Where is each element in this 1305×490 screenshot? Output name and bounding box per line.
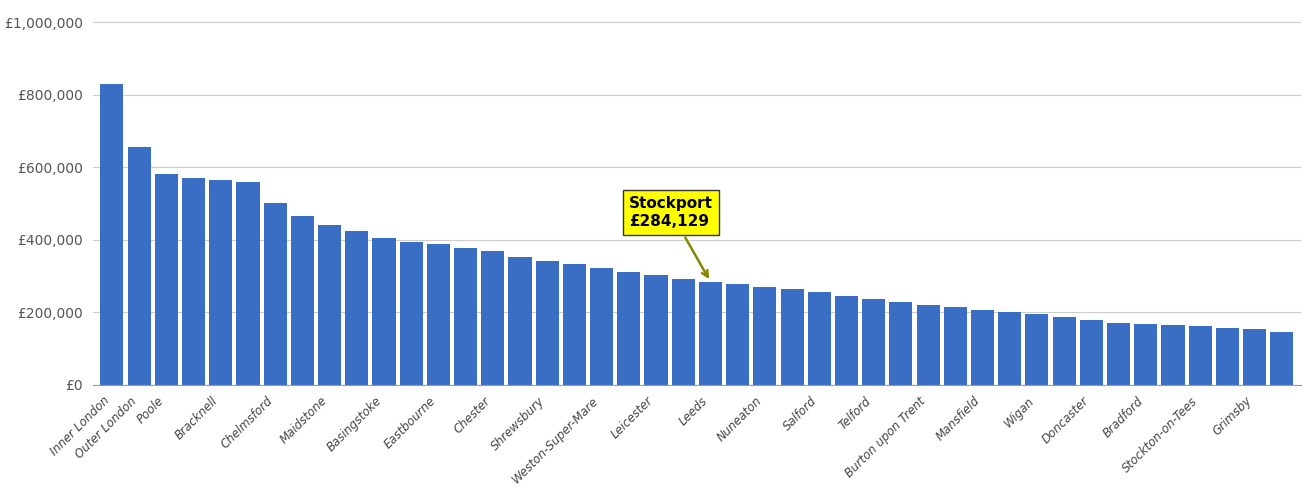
Bar — [971, 310, 994, 385]
Bar — [1161, 325, 1185, 385]
Bar — [100, 84, 124, 385]
Bar — [236, 182, 260, 385]
Bar — [1270, 332, 1293, 385]
Bar — [998, 312, 1022, 385]
Bar — [672, 279, 694, 385]
Bar — [699, 282, 722, 385]
Bar — [1079, 320, 1103, 385]
Bar — [835, 296, 859, 385]
Bar — [590, 268, 613, 385]
Bar — [318, 225, 341, 385]
Bar — [944, 307, 967, 385]
Bar — [454, 247, 478, 385]
Bar — [617, 271, 641, 385]
Bar — [753, 287, 776, 385]
Bar — [562, 264, 586, 385]
Bar — [427, 244, 450, 385]
Bar — [181, 178, 205, 385]
Bar — [535, 261, 559, 385]
Bar — [482, 251, 504, 385]
Bar — [780, 289, 804, 385]
Bar — [1053, 317, 1075, 385]
Bar — [863, 299, 885, 385]
Bar — [209, 180, 232, 385]
Bar — [291, 216, 315, 385]
Bar — [808, 292, 831, 385]
Bar — [645, 275, 668, 385]
Bar — [1134, 324, 1158, 385]
Bar — [264, 203, 287, 385]
Bar — [916, 305, 940, 385]
Bar — [1244, 329, 1266, 385]
Bar — [1107, 323, 1130, 385]
Text: Stockport
£284,129: Stockport £284,129 — [629, 196, 713, 277]
Bar — [346, 231, 368, 385]
Bar — [1026, 314, 1048, 385]
Bar — [128, 147, 150, 385]
Bar — [1216, 328, 1238, 385]
Bar — [155, 174, 177, 385]
Bar — [399, 242, 423, 385]
Bar — [509, 257, 531, 385]
Bar — [372, 238, 395, 385]
Bar — [889, 302, 912, 385]
Bar — [726, 284, 749, 385]
Bar — [1189, 325, 1212, 385]
